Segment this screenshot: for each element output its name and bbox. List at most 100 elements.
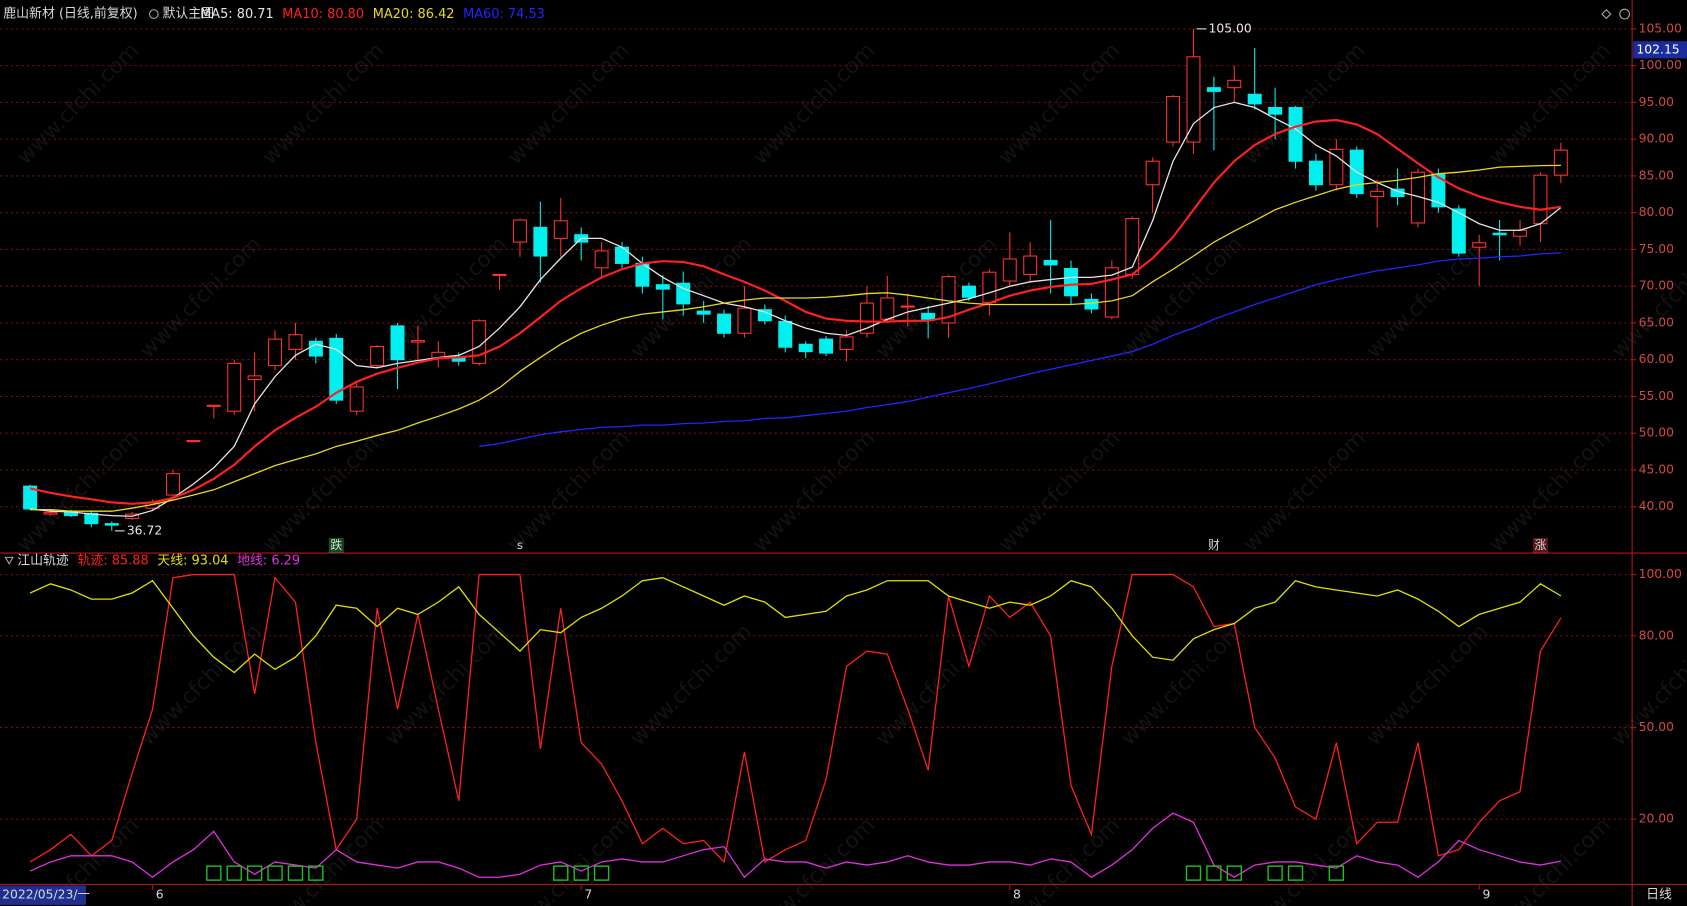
candle-body <box>1268 106 1283 115</box>
candle-body <box>1451 208 1466 254</box>
signal-box <box>1287 865 1304 881</box>
candle-body <box>390 325 405 361</box>
main-label: 默认主图 <box>162 6 214 22</box>
candle-body <box>1227 79 1242 89</box>
candle-body <box>308 340 323 357</box>
candle-body <box>533 226 548 257</box>
candle-body <box>737 307 752 334</box>
candle-body <box>1166 95 1181 143</box>
candle-body <box>104 523 119 526</box>
line-series <box>29 573 1562 864</box>
candle-body <box>615 246 629 264</box>
candle-body <box>1002 258 1017 282</box>
signal-box <box>593 865 610 881</box>
candle-body <box>1472 242 1487 248</box>
candle-body <box>1023 255 1038 275</box>
candle-body <box>247 375 262 381</box>
signal-box <box>308 865 324 881</box>
toolbar-icon[interactable] <box>1601 8 1612 20</box>
period-label: 日线 <box>1646 888 1672 903</box>
event-marker: 涨 <box>1535 538 1547 552</box>
candle-body <box>329 337 344 401</box>
y-tick-label: 20.00 <box>1639 812 1675 826</box>
candle-body <box>1084 298 1099 310</box>
plot-layer: 40.00 45.00 50.00 55.00 60.00 65.00 70.00 75.00… <box>0 21 1687 905</box>
y-tick-label: 85.00 <box>1639 168 1675 182</box>
y-tick-label: 75.00 <box>1639 242 1675 256</box>
candle-body <box>370 345 385 367</box>
stock-title: 鹿山新材 (日线,前复权) <box>3 6 137 22</box>
candle-body <box>1145 160 1160 186</box>
candle-body <box>859 302 874 334</box>
signal-box <box>287 865 304 881</box>
event-marker: s <box>517 538 523 552</box>
legend-entry: MA10: 80.80 <box>282 7 364 22</box>
candle-body <box>1431 173 1446 208</box>
candle-body <box>1043 259 1058 266</box>
event-box <box>328 537 344 554</box>
event-box <box>1532 537 1548 554</box>
legend-entry: MA5: 80.71 <box>200 7 274 22</box>
line-series <box>30 164 1561 512</box>
candle-body <box>676 282 691 305</box>
candle-body <box>1492 232 1507 236</box>
candle-body <box>880 297 895 320</box>
y-tick-label: 95.00 <box>1639 95 1675 109</box>
y-tick-label: 50.00 <box>1639 426 1675 440</box>
candle-body <box>43 512 58 515</box>
candle-body <box>696 310 711 315</box>
signal-box <box>206 865 222 881</box>
signal-box <box>553 865 569 881</box>
legend: MA5: 80.71 MA10: 80.80 MA20: 86.42 MA60: 74… <box>200 7 545 22</box>
signal-box <box>246 865 263 881</box>
candle-body <box>1247 93 1262 105</box>
main-icon[interactable] <box>149 9 159 19</box>
y-tick-label: 100.00 <box>1639 567 1682 581</box>
candle-body <box>1553 149 1568 176</box>
indicator-icon[interactable] <box>4 556 14 565</box>
y-tick-label: 60.00 <box>1639 352 1675 366</box>
line-series <box>29 812 1562 879</box>
candle-body <box>798 343 813 353</box>
candle-body <box>717 313 732 334</box>
candle-body <box>961 285 976 298</box>
y-tick-label: 80.00 <box>1639 628 1675 642</box>
y-tick-label: 50.00 <box>1639 720 1675 734</box>
candle-body <box>1410 171 1425 224</box>
candle-body <box>921 312 936 320</box>
candle-body <box>655 284 670 290</box>
line-series <box>29 577 1562 674</box>
y-tick-label: 105.00 <box>1639 21 1682 35</box>
candle-body <box>349 386 364 412</box>
date-box <box>0 885 87 905</box>
candle-body <box>839 336 854 350</box>
toolbar-icon[interactable] <box>1619 8 1630 20</box>
signal-box <box>1226 865 1242 881</box>
candle-body <box>1513 229 1528 237</box>
signal-box <box>1206 865 1222 881</box>
legend-entry: 地线: 6.29 <box>237 553 300 568</box>
signal-box <box>573 865 589 881</box>
signal-box <box>1267 865 1283 881</box>
x-tick-label: 6 <box>156 888 164 902</box>
legend-entry: 轨迹: 85.88 <box>77 553 148 568</box>
x-tick-label: 8 <box>1013 888 1021 902</box>
legend-entry: MA60: 74.53 <box>463 7 545 22</box>
candle-body <box>288 334 303 350</box>
line-series <box>30 101 1562 517</box>
y-tick-label: 65.00 <box>1639 315 1675 329</box>
candle-body <box>594 250 609 269</box>
candle-body <box>1288 106 1303 162</box>
y-tick-label: 70.00 <box>1639 279 1675 293</box>
candle-body <box>1206 87 1221 92</box>
event-marker: 财 <box>1208 538 1220 552</box>
signal-box <box>226 865 242 881</box>
x-tick-label: 7 <box>584 888 592 902</box>
candle-body <box>553 220 568 239</box>
annotation: 36.72 <box>127 523 162 537</box>
candle-body <box>206 404 221 407</box>
candle-body <box>1329 148 1344 186</box>
y-tick-label: 55.00 <box>1639 389 1675 403</box>
